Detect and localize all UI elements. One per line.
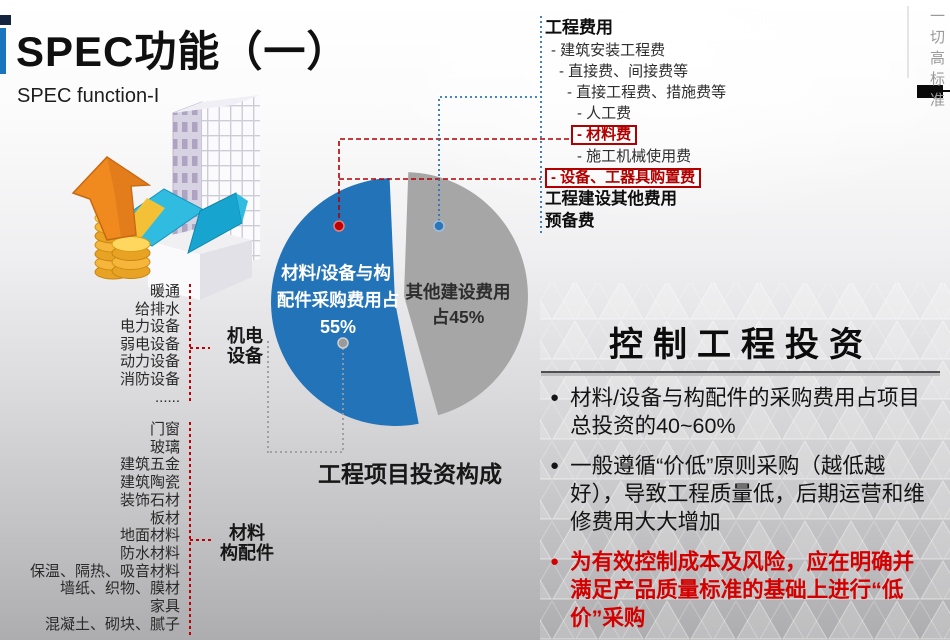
page-subtitle: SPEC function-I: [17, 85, 160, 107]
pie-label-55-line3: 55%: [320, 317, 356, 337]
list-item: 板材: [149, 509, 180, 527]
list-item: 电力设备: [119, 318, 180, 336]
cost-tree-item: - 建筑安装工程费: [551, 42, 666, 59]
building-right-face: [202, 95, 260, 272]
list-item: 动力设备: [119, 353, 180, 371]
coin-stack-back: [94, 210, 132, 280]
bullet-text: 一般遵循“价低”原则采购（越低越好），导致工程质量低，后期运营和维修费用大大增加: [570, 454, 925, 534]
gray-anchor-dot: [337, 337, 349, 349]
coin-stacks: [94, 210, 151, 280]
list-item: 混凝土、砌块、腻子: [44, 615, 180, 633]
roof-right-panel: [187, 192, 243, 255]
list-item: 给排水: [134, 300, 180, 318]
building-left-windows: [173, 102, 202, 287]
corner-chip: [0, 15, 11, 25]
panel-divider: [541, 371, 940, 376]
building-right-windows: [202, 95, 260, 272]
list-item: 保温、隔热、吸音材料: [29, 562, 180, 580]
box-top: [148, 228, 252, 254]
cost-tree-item: - 直接费、间接费等: [559, 63, 689, 80]
ribbon: [118, 198, 165, 244]
pie-label-45-line2: 占45%: [432, 307, 485, 327]
bullet-dot: ●: [550, 553, 560, 570]
list-item: 建筑五金: [119, 456, 180, 474]
list-item: 家具: [149, 598, 180, 616]
side-vertical-text: 一切高标准: [928, 8, 945, 113]
list-item: ......: [154, 388, 180, 406]
pie-caption: 工程项目投资构成: [318, 461, 502, 487]
label-line: 机电: [227, 326, 263, 346]
cost-tree-item: - 人工费: [577, 105, 632, 122]
label-line: 构配件: [220, 542, 274, 563]
list-item: 玻璃: [149, 438, 180, 456]
cost-tree-item-highlighted: - 设备、工器具购置费: [545, 167, 775, 189]
panel-heading: 控制工程投资: [609, 326, 873, 364]
list-item: 地面材料: [119, 527, 180, 545]
panel-bullets: ● 材料/设备与构配件的采购费用占项目总投资的40~60% ● 一般遵循“价低”…: [550, 384, 932, 640]
equipment-group-label: 机电 设备: [217, 326, 273, 366]
up-arrow-shade: [107, 157, 149, 237]
list-item: 暖通: [149, 283, 180, 300]
cost-tree-footer: 工程建设其他费用: [545, 190, 677, 208]
materials-group-label: 材料 构配件: [219, 523, 275, 563]
list-item: 弱电设备: [119, 335, 180, 353]
bullet-dot: ●: [550, 389, 560, 406]
bullet-item: ● 一般遵循“价低”原则采购（越低越好），导致工程质量低，后期运营和维修费用大大…: [550, 452, 932, 536]
cost-tree-item-highlighted: - 材料费: [545, 124, 775, 146]
list-item: 消防设备: [119, 370, 180, 388]
list-item: 墙纸、织物、膜材: [59, 580, 180, 598]
roof-left-panel: [111, 188, 205, 247]
box-side: [200, 240, 252, 300]
up-arrow: [71, 156, 152, 241]
bullet-text: 材料/设备与构配件的采购费用占项目总投资的40~60%: [570, 386, 921, 438]
cost-tree: 工程费用 - 建筑安装工程费 - 直接费、间接费等 - 直接工程费、措施费等 -…: [545, 16, 775, 232]
bullet-dot: ●: [550, 457, 560, 474]
page-title: SPEC功能（一）: [16, 28, 350, 75]
list-item: 防水材料: [119, 544, 180, 562]
list-item: 建筑陶瓷: [119, 474, 180, 492]
cost-tree-title: 工程费用: [545, 18, 613, 37]
materials-list: 门窗 玻璃 建筑五金 建筑陶瓷 装饰石材 板材 地面材料 防水材料 保温、隔热、…: [22, 421, 180, 633]
list-item: 装饰石材: [119, 491, 180, 509]
bullet-text: 为有效控制成本及风险，应在明确并满足产品质量标准的基础上进行“低价”采购: [570, 550, 915, 630]
connector-gray-categories: [268, 343, 344, 453]
label-line: 材料: [229, 523, 265, 543]
building-roof: [173, 95, 260, 113]
cost-tree-item: - 直接工程费、措施费等: [567, 84, 727, 101]
building-left-face: [172, 101, 203, 288]
title-accent-bar: [0, 28, 6, 74]
equipment-fee-box: - 设备、工器具购置费: [545, 168, 702, 188]
investment-illustration: [71, 95, 260, 300]
bullet-item-red: ● 为有效控制成本及风险，应在明确并满足产品质量标准的基础上进行“低价”采购: [550, 548, 932, 632]
label-line: 设备: [227, 345, 263, 366]
list-item: 门窗: [149, 421, 180, 438]
roof-tip: [236, 193, 248, 223]
bullet-item: ● 材料/设备与构配件的采购费用占项目总投资的40~60%: [550, 384, 932, 440]
equipment-list: 暖通 给排水 电力设备 弱电设备 动力设备 消防设备 ......: [60, 283, 180, 406]
material-fee-box: - 材料费: [571, 125, 638, 145]
coin-stack-front: [111, 236, 151, 279]
cost-tree-item: - 施工机械使用费: [577, 148, 692, 165]
cost-tree-footer: 预备费: [545, 211, 595, 230]
